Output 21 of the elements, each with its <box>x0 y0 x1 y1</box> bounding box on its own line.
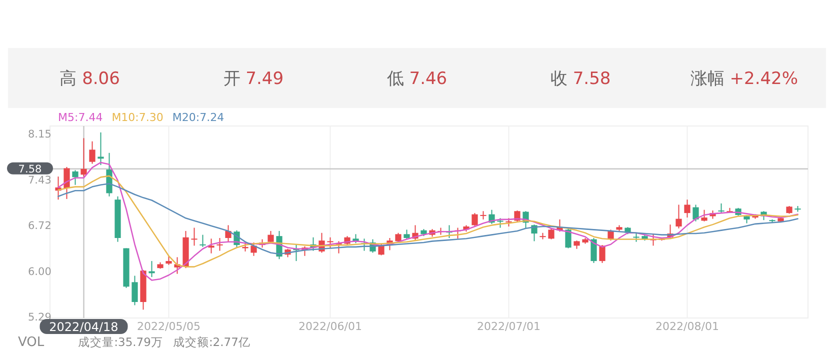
x-tick-label: 2022/08/01 <box>656 320 719 333</box>
text: 高 8.06 <box>60 69 120 89</box>
x-tick-label: 2022/05/05 <box>137 320 200 333</box>
x-tick-label: 2022/07/01 <box>477 320 540 333</box>
y-tick-label: 8.15 <box>28 128 52 140</box>
x-tick-label: 2022/06/01 <box>298 320 362 333</box>
text: M20:7.24 <box>172 111 224 124</box>
text: 低 7.46 <box>386 69 448 89</box>
text: 收 7.58 <box>550 69 611 89</box>
text: M10:7.30 <box>112 111 164 124</box>
ref-line-label: 7.58 <box>18 163 42 176</box>
y-tick-label: 6.72 <box>28 220 52 232</box>
x-tick-label: 2022/04/18 <box>49 320 118 334</box>
text: 成交额:2.77亿 <box>172 335 250 349</box>
text: M5:7.44 <box>58 111 103 124</box>
y-tick-label: 7.43 <box>28 174 52 186</box>
text: 涨幅 +2.42% <box>690 69 798 89</box>
text: 开 7.49 <box>223 69 284 89</box>
text: VOL <box>18 335 45 350</box>
y-tick-label: 6.00 <box>28 266 52 278</box>
text: 成交量:35.79万 <box>78 335 163 349</box>
